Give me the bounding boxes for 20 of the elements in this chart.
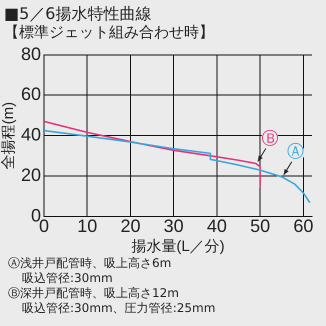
- x-tick-label: 30: [164, 216, 184, 236]
- chart-title: ■5／6揚水特性曲線: [4, 4, 152, 23]
- y-axis-title: 全揚程(m): [0, 102, 18, 170]
- y-tick-label: 60: [20, 84, 42, 104]
- y-tick-label: 40: [20, 124, 42, 145]
- x-tick-label: 20: [120, 216, 140, 236]
- text: 吸込管径:30mm: [21, 271, 114, 286]
- x-tick-label: 10: [77, 216, 98, 236]
- x-tick-label: 60: [293, 216, 314, 236]
- x-tick-label: 50: [250, 216, 270, 236]
- y-tick-label: 20: [20, 164, 42, 185]
- y-tick-label: 80: [20, 44, 42, 64]
- chart-subtitle: 【標準ジェット組み合わせ時】: [4, 23, 215, 41]
- x-tick-label: 40: [206, 216, 227, 236]
- text: Ⓐ浅井戸配管時、吸上高さ6m: [8, 256, 172, 271]
- series-label: Ⓐ: [287, 142, 304, 162]
- x-axis-title: 揚水量(L／分): [131, 238, 225, 256]
- text: 吸込管径:30mm、圧力管径:25mm: [21, 301, 216, 316]
- text: Ⓑ深井戸配管時、吸上高さ12m: [8, 286, 180, 301]
- series-label: Ⓑ: [261, 128, 278, 149]
